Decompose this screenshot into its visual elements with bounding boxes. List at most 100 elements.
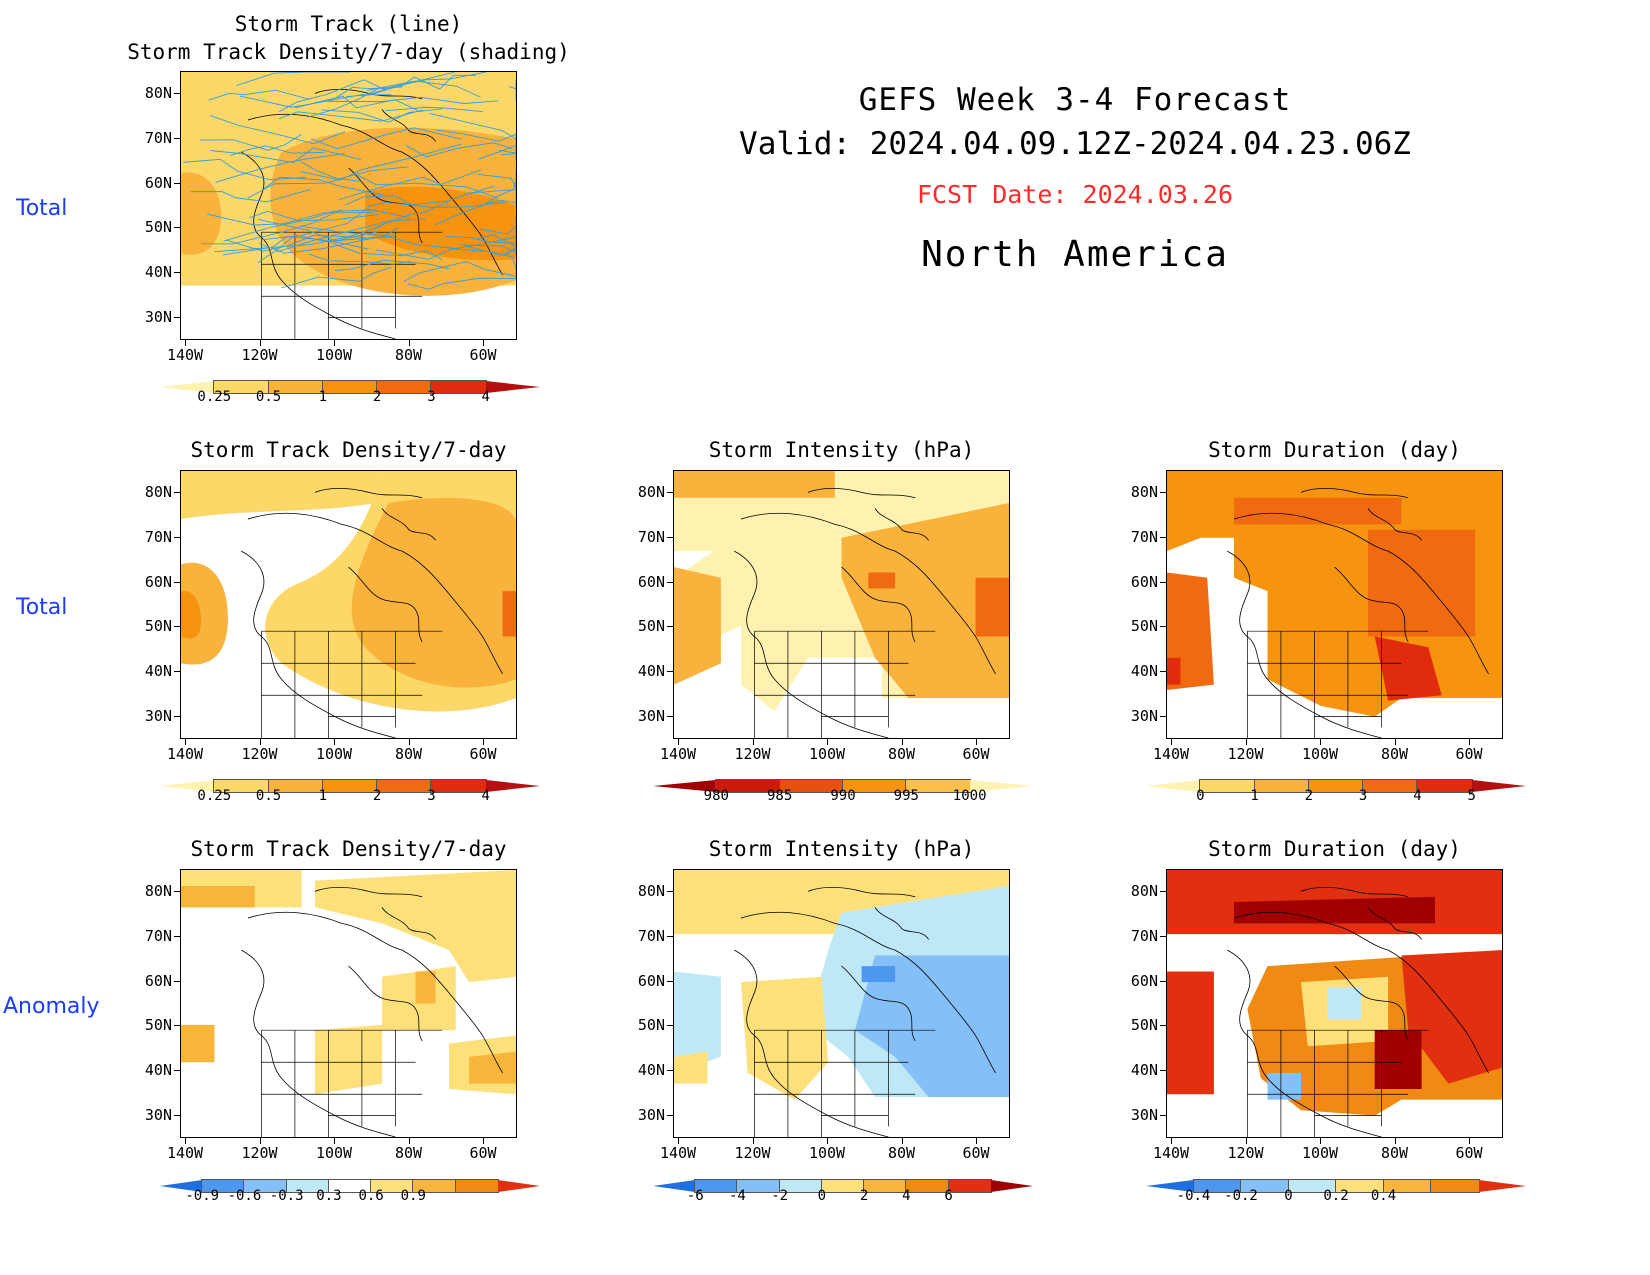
shading-region [854, 955, 1009, 1097]
longitude-label: 120W [734, 745, 771, 763]
storm-track-line [450, 248, 516, 278]
colorbar-segment [213, 380, 271, 394]
longitude-tick [901, 1138, 903, 1144]
longitude-label: 80W [394, 1144, 423, 1162]
coastline [1227, 551, 1381, 738]
longitude-label: 100W [808, 1144, 846, 1162]
latitude-tick [174, 492, 180, 493]
storm-track-line [201, 210, 341, 244]
colorbar-segment [430, 380, 488, 394]
shading-region [181, 172, 222, 255]
colorbar-segment [1478, 1180, 1526, 1192]
colorbar-label: -0.6 [227, 1188, 262, 1204]
latitude-label: 40N [637, 662, 665, 681]
longitude-tick [1469, 739, 1470, 745]
latitude-tick [1160, 1070, 1166, 1072]
longitude-label: 60W [962, 1144, 990, 1162]
storm-track-line [505, 243, 516, 256]
latitude-tick [174, 626, 180, 628]
colorbar-segment [1307, 779, 1365, 793]
latitude-tick [667, 492, 673, 493]
storm-track-line [191, 189, 311, 201]
coastline [349, 567, 423, 642]
coastline [1301, 488, 1408, 497]
latitude-tick [667, 1070, 673, 1072]
colorbar-label: 0 [1196, 788, 1205, 804]
storm-track-line [335, 260, 449, 270]
coastline [1301, 887, 1408, 896]
colorbar-segment [842, 779, 908, 793]
shading-region [674, 1051, 708, 1084]
coastline [1227, 950, 1381, 1137]
panel-title: Storm Track Density/7-day [190, 837, 507, 861]
panel-title: Storm Track Density/7-day [190, 438, 507, 462]
longitude-label: 120W [1227, 745, 1264, 763]
storm-track-line [478, 145, 516, 159]
latitude-label: 60N [637, 572, 665, 591]
shading-region [741, 976, 829, 1100]
latitude-label: 70N [144, 527, 172, 546]
latitude-tick [667, 716, 673, 717]
colorbar-label: 2 [372, 788, 382, 804]
coastline [741, 912, 996, 1073]
latitude-tick [174, 93, 180, 94]
shading-region [674, 471, 835, 498]
colorbar-segment [485, 381, 540, 393]
latitude-tick [174, 716, 180, 717]
colorbar-label: 1000 [952, 788, 987, 804]
storm-track-line [321, 109, 442, 122]
storm-track-line [309, 254, 410, 264]
longitude-label: 60W [1455, 745, 1483, 763]
latitude-label: 40N [1130, 1061, 1158, 1080]
colorbar-segment [430, 779, 488, 793]
storm-track-line [264, 177, 382, 195]
latitude-label: 60N [637, 971, 665, 990]
colorbar-label: 6 [944, 1188, 953, 1204]
colorbar-segment [778, 1179, 824, 1193]
colorbar-segment [1382, 1179, 1433, 1193]
latitude-tick [667, 1025, 673, 1027]
colorbar-segment [160, 1180, 202, 1192]
latitude-label: 50N [144, 218, 172, 237]
colorbar-segment [201, 1179, 246, 1193]
latitude-tick [667, 671, 673, 673]
coastline [842, 567, 916, 642]
longitude-tick [483, 739, 484, 745]
shading-region [469, 1051, 516, 1084]
storm-track-line [258, 219, 398, 240]
colorbar-label: -2 [771, 1188, 789, 1204]
coastline [875, 907, 929, 939]
colorbar-segment [327, 1179, 373, 1193]
longitude-label: 120W [241, 346, 278, 364]
coastline [842, 966, 916, 1041]
shading-region [1234, 896, 1435, 924]
shading-region [1368, 529, 1476, 637]
colorbar-label: 0.9 [400, 1188, 426, 1204]
storm-track-line [346, 72, 455, 97]
panel-title: Storm Intensity (hPa) [708, 837, 975, 861]
longitude-label: 60W [1455, 1144, 1483, 1162]
storm-track-line [261, 209, 409, 240]
latitude-tick [1160, 1115, 1166, 1116]
map-canvas [1167, 870, 1502, 1137]
coastline [382, 508, 436, 540]
colorbar-segment [497, 1180, 540, 1192]
colorbar-label: 3 [427, 788, 436, 804]
shading-region [1167, 657, 1181, 685]
latitude-label: 70N [144, 128, 172, 147]
coastline [241, 950, 395, 1137]
row-label-total-top: Total [16, 196, 68, 221]
storm-track-line [367, 81, 481, 97]
storm-track-line [362, 72, 486, 97]
colorbar-segment [736, 1179, 782, 1193]
longitude-tick [752, 739, 754, 745]
longitude-tick [334, 1138, 335, 1144]
colorbar-segment [653, 780, 716, 792]
latitude-label: 50N [1130, 1016, 1158, 1035]
colorbar-label: -0.4 [1176, 1188, 1211, 1204]
colorbar-segment [969, 780, 1033, 792]
shading-region [181, 886, 255, 908]
longitude-label: 120W [1227, 1144, 1264, 1162]
colorbar-segment [1416, 779, 1474, 793]
state-borders [261, 1030, 442, 1137]
